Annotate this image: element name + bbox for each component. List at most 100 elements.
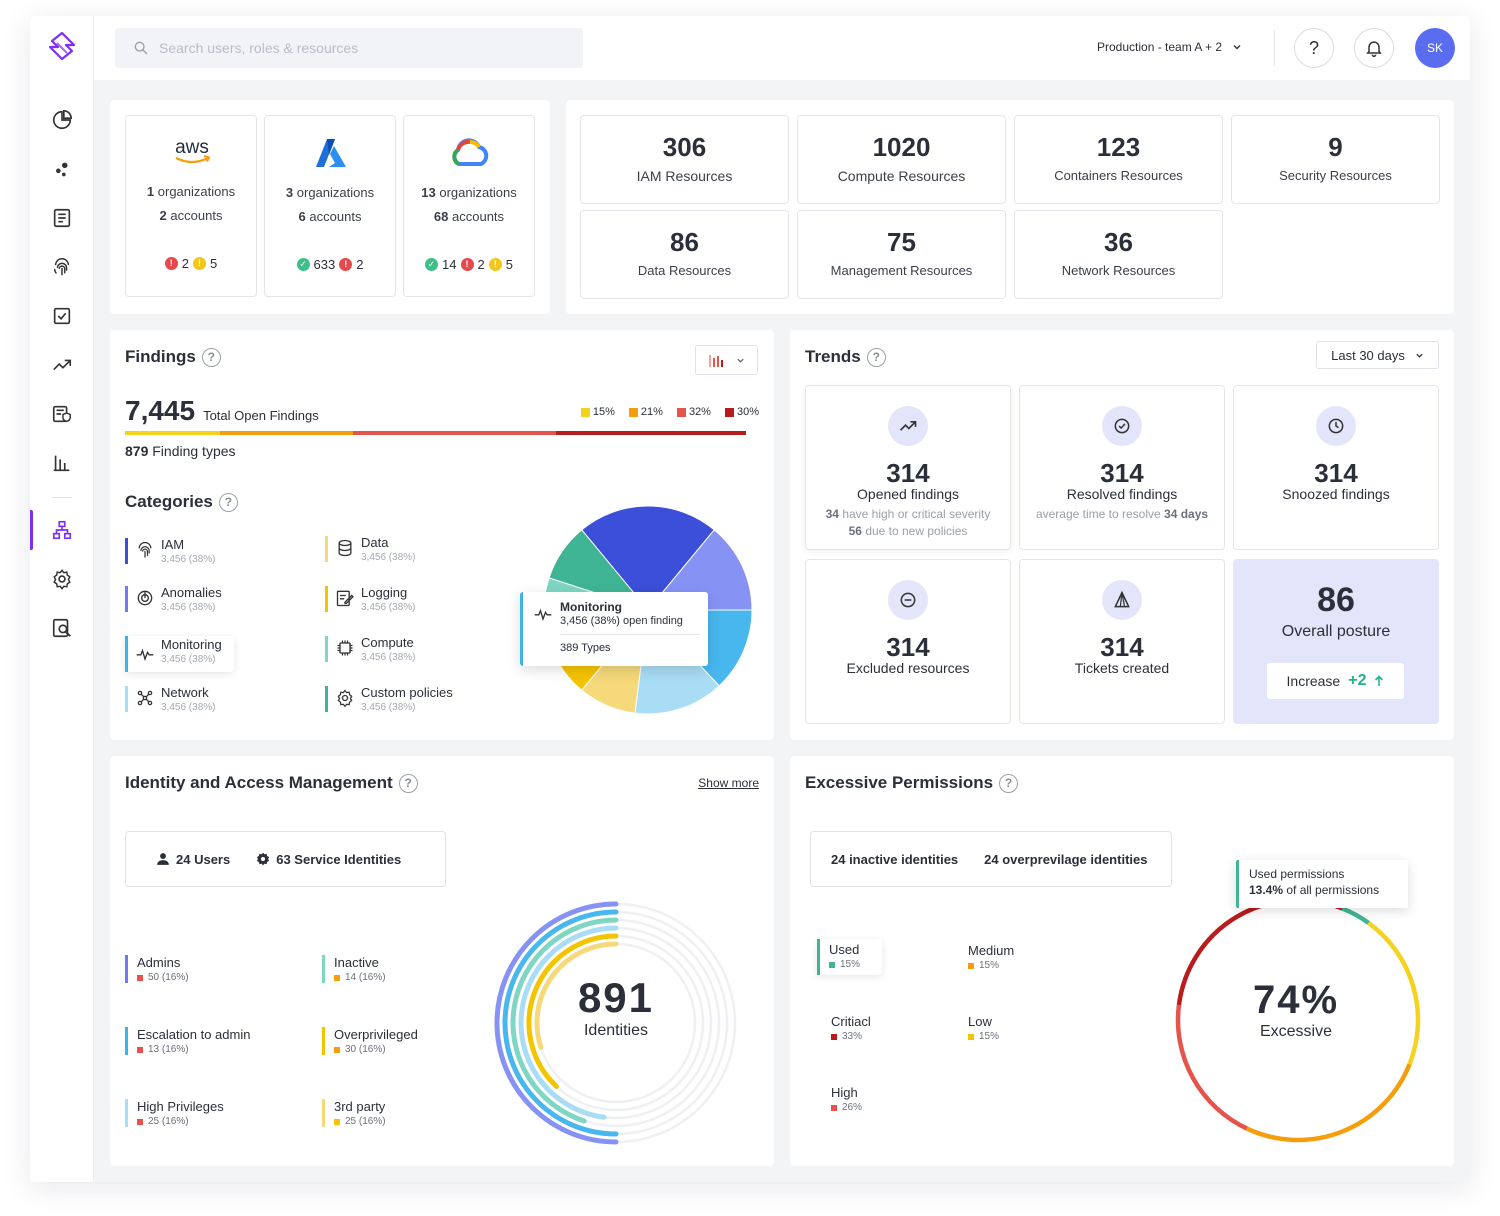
resource-tile-security[interactable]: 9 Security Resources bbox=[1231, 115, 1440, 204]
pie-slice[interactable] bbox=[581, 505, 715, 611]
show-more-link[interactable]: Show more bbox=[698, 776, 759, 790]
item-value: 15% bbox=[968, 960, 1014, 971]
nav-fingerprint-icon[interactable] bbox=[30, 247, 94, 287]
cloud-tile-aws[interactable]: aws 1 organizations 2 accounts ! 2 ! 5 bbox=[125, 115, 257, 297]
nav-inspect-icon[interactable] bbox=[30, 608, 94, 648]
legend-item: 15% bbox=[580, 406, 615, 418]
help-icon[interactable]: ? bbox=[999, 773, 1019, 793]
environment-selector[interactable]: Production - team A + 2 bbox=[1097, 40, 1242, 54]
ring-arc[interactable] bbox=[534, 941, 619, 1050]
iam-item-3rd-party[interactable]: 3rd party 25 (16%) bbox=[322, 1099, 386, 1129]
nav-reports-icon[interactable] bbox=[30, 198, 94, 238]
notifications-button[interactable] bbox=[1354, 28, 1394, 68]
users-count[interactable]: 24 Users bbox=[156, 852, 230, 867]
trend-snoozed-findings[interactable]: 314 Snoozed findings bbox=[1233, 385, 1439, 550]
perm-item-used[interactable]: Used 15% bbox=[817, 939, 882, 975]
donut-segment[interactable] bbox=[1175, 1004, 1248, 1131]
category-compute[interactable]: Compute 3,456 (38%) bbox=[325, 636, 415, 666]
category-bar bbox=[325, 536, 328, 562]
avatar[interactable]: SK bbox=[1415, 28, 1455, 68]
resource-tile-iam[interactable]: 306 IAM Resources bbox=[580, 115, 789, 204]
help-button[interactable]: ? bbox=[1294, 28, 1334, 68]
category-monitoring[interactable]: Monitoring 3,456 (38%) bbox=[125, 636, 234, 672]
chart-type-dropdown[interactable] bbox=[695, 345, 758, 375]
resource-count: 86 bbox=[670, 227, 699, 257]
item-name: High Privileges bbox=[137, 1099, 224, 1114]
service-identities-count[interactable]: 63 Service Identities bbox=[256, 852, 401, 867]
trends-card: Trends? Last 30 days 314 Opened findings… bbox=[790, 330, 1454, 740]
resource-tile-network[interactable]: 36 Network Resources bbox=[1014, 210, 1223, 299]
category-network[interactable]: Network 3,456 (38%) bbox=[125, 686, 215, 716]
resource-label: Network Resources bbox=[1061, 263, 1176, 278]
resource-tile-compute[interactable]: 1020 Compute Resources bbox=[797, 115, 1006, 204]
ring-arc[interactable] bbox=[502, 909, 619, 1137]
nav-dashboard-icon[interactable] bbox=[30, 100, 94, 140]
excessive-percent: 74% bbox=[1252, 978, 1340, 1022]
help-icon[interactable]: ? bbox=[201, 347, 221, 367]
legend-item: 32% bbox=[676, 406, 711, 418]
nav-hierarchy-icon[interactable] bbox=[30, 510, 94, 550]
date-range-dropdown[interactable]: Last 30 days bbox=[1316, 341, 1439, 369]
pie-slice[interactable] bbox=[646, 529, 753, 611]
donut-segment[interactable] bbox=[1341, 906, 1370, 925]
trend-excluded-resources[interactable]: 314 Excluded resources bbox=[805, 559, 1011, 724]
nav-settings-icon[interactable] bbox=[30, 559, 94, 599]
perm-item-medium[interactable]: Medium 15% bbox=[956, 943, 1014, 973]
help-icon[interactable]: ? bbox=[218, 492, 238, 512]
inactive-identities[interactable]: 24 inactive identities bbox=[831, 851, 959, 867]
nav-trends-icon[interactable] bbox=[30, 345, 94, 385]
nav-tasks-icon[interactable] bbox=[30, 296, 94, 336]
item-value: 33% bbox=[831, 1031, 871, 1042]
donut-segment[interactable] bbox=[1176, 902, 1344, 1006]
severity-bar bbox=[125, 431, 759, 435]
help-icon[interactable]: ? bbox=[866, 347, 886, 367]
pulse-icon bbox=[534, 608, 552, 622]
ring-arc[interactable] bbox=[526, 933, 619, 1089]
help-icon[interactable]: ? bbox=[398, 773, 418, 793]
logo-icon[interactable] bbox=[46, 30, 78, 62]
overprivileged-identities[interactable]: 24 overprevilage identities bbox=[984, 851, 1148, 867]
category-iam[interactable]: IAM 3,456 (38%) bbox=[125, 538, 215, 568]
resource-tile-management[interactable]: 75 Management Resources bbox=[797, 210, 1006, 299]
nav-graph-icon[interactable] bbox=[30, 149, 94, 189]
resource-label: Security Resources bbox=[1279, 168, 1392, 183]
app-frame: Production - team A + 2 ? SK aws 1 organ… bbox=[30, 16, 1470, 1182]
excessive-label: Excessive bbox=[1259, 1023, 1333, 1040]
resource-tile-data[interactable]: 86 Data Resources bbox=[580, 210, 789, 299]
ring-arc[interactable] bbox=[518, 925, 619, 1120]
category-count: 3,456 (38%) bbox=[361, 552, 416, 563]
category-data[interactable]: Data 3,456 (38%) bbox=[325, 536, 415, 566]
iam-item-overprivileged[interactable]: Overprivileged 30 (16%) bbox=[322, 1027, 418, 1057]
trend-opened-findings[interactable]: 314 Opened findings 34 have high or crit… bbox=[805, 385, 1011, 550]
finding-types: 879 Finding types bbox=[125, 443, 236, 459]
category-logging[interactable]: Logging 3,456 (38%) bbox=[325, 586, 415, 616]
iam-item-escalation[interactable]: Escalation to admin 13 (16%) bbox=[125, 1027, 250, 1057]
cloud-tile-gcp[interactable]: 13 organizations 68 accounts ✓ 14 ! 2 ! 5 bbox=[403, 115, 535, 297]
iam-item-admins[interactable]: Admins 50 (16%) bbox=[125, 955, 189, 985]
perm-item-low[interactable]: Low 15% bbox=[956, 1014, 999, 1044]
donut-segment[interactable] bbox=[1367, 921, 1421, 1066]
perm-item-critical[interactable]: Critiacl 33% bbox=[819, 1014, 871, 1044]
cloud-tile-azure[interactable]: 3 organizations 6 accounts ✓ 633 ! 2 bbox=[264, 115, 396, 297]
category-count: 3,456 (38%) bbox=[361, 652, 416, 663]
donut-segment[interactable] bbox=[1245, 1063, 1412, 1143]
iam-item-high-privileges[interactable]: High Privileges 25 (16%) bbox=[125, 1099, 224, 1129]
nav-analytics-icon[interactable] bbox=[30, 443, 94, 483]
resource-label: Data Resources bbox=[637, 263, 732, 278]
warning-icon: ! bbox=[193, 257, 206, 270]
trend-label: Tickets created bbox=[1074, 660, 1170, 676]
category-anomalies[interactable]: Anomalies 3,456 (38%) bbox=[125, 586, 222, 616]
search-box[interactable] bbox=[115, 28, 583, 68]
nav-compliance-icon[interactable] bbox=[30, 394, 94, 434]
trend-tickets-created[interactable]: 314 Tickets created bbox=[1019, 559, 1225, 724]
iam-item-inactive[interactable]: Inactive 14 (16%) bbox=[322, 955, 386, 985]
search-input[interactable] bbox=[159, 40, 559, 56]
category-custom-policies[interactable]: Custom policies 3,456 (38%) bbox=[325, 686, 453, 716]
ring-arc[interactable] bbox=[510, 917, 619, 1124]
ring-arc[interactable] bbox=[494, 901, 619, 1145]
perm-item-high[interactable]: High 26% bbox=[819, 1085, 862, 1115]
increase-button[interactable]: Increase +2 bbox=[1267, 663, 1404, 699]
pie-slice[interactable] bbox=[548, 529, 650, 612]
trend-resolved-findings[interactable]: 314 Resolved findings average time to re… bbox=[1019, 385, 1225, 550]
resource-tile-containers[interactable]: 123 Containers Resources bbox=[1014, 115, 1223, 204]
